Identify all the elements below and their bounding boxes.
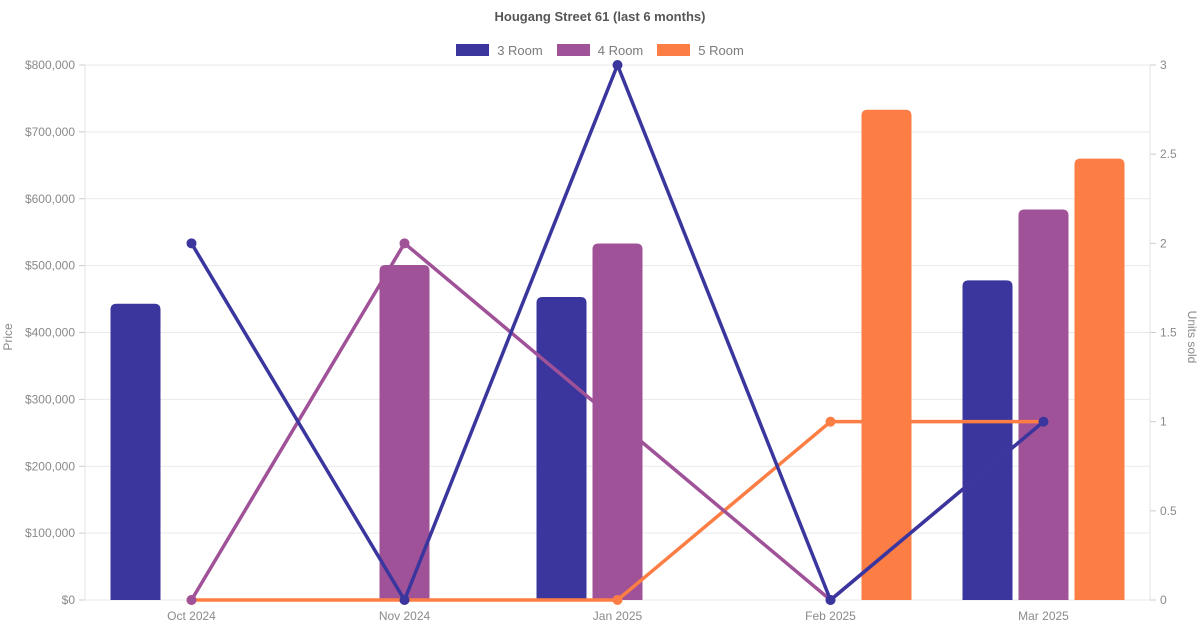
x-axis-label: Mar 2025: [1018, 609, 1069, 623]
y-right-tick-label: 0: [1160, 593, 1167, 607]
y-right-tick-label: 0.5: [1160, 504, 1177, 518]
point-4-room-jan-2025: [612, 416, 623, 427]
legend-swatch-4-room: [556, 44, 590, 56]
x-axis-label: Jan 2025: [593, 609, 643, 623]
y-axis-right-title: Units sold: [1185, 310, 1199, 364]
point-5-room-jan-2025: [612, 595, 623, 605]
legend-item-3-room[interactable]: 3 Room: [456, 43, 543, 58]
x-axis-label: Oct 2024: [167, 609, 216, 623]
point-3-room-jan-2025: [612, 60, 623, 70]
y-right-tick-label: 2.5: [1160, 147, 1177, 161]
y-axis-left-title: Price: [1, 323, 15, 351]
legend-item-4-room[interactable]: 4 Room: [556, 42, 644, 58]
y-left-tick-label: $300,000: [25, 392, 75, 406]
legend-swatch-3-room: [456, 44, 490, 56]
bar-3-room-oct-2024: [110, 303, 161, 600]
bar-5-room-feb-2025: [861, 109, 912, 601]
legend-item-5-room[interactable]: 5 Room: [657, 43, 744, 58]
point-3-room-oct-2024: [186, 238, 197, 249]
y-left-tick-label: $400,000: [25, 326, 75, 340]
legend-swatch-5-room: [657, 44, 691, 56]
y-left-tick-label: $0: [62, 593, 76, 607]
y-left-tick-label: $100,000: [25, 526, 75, 540]
point-4-room-nov-2024: [399, 238, 410, 249]
bar-4-room-mar-2025: [1018, 209, 1069, 600]
y-left-tick-label: $700,000: [25, 125, 75, 139]
y-right-tick-label: 2: [1160, 236, 1167, 250]
y-left-tick-label: $800,000: [25, 58, 75, 72]
legend-label-5-room: 5 Room: [698, 42, 744, 58]
point-3-room-feb-2025: [825, 595, 836, 605]
legend-label-4-room: 4 Room: [597, 42, 644, 58]
point-5-room-feb-2025: [825, 416, 836, 427]
bar-4-room-nov-2024: [379, 264, 430, 600]
chart-title: Hougang Street 61 (last 6 months): [494, 9, 706, 24]
bar-3-room-jan-2025: [536, 297, 587, 600]
y-left-tick-label: $500,000: [25, 259, 75, 273]
y-left-tick-label: $200,000: [25, 459, 75, 473]
point-4-room-oct-2024: [186, 595, 197, 605]
bar-3-room-mar-2025: [962, 280, 1013, 600]
chart-legend: 3 Room 4 Room 5 Room: [0, 41, 1200, 59]
y-right-tick-label: 1: [1160, 415, 1167, 429]
x-axis-label: Nov 2024: [379, 609, 431, 623]
bar-5-room-mar-2025: [1074, 158, 1125, 600]
y-right-tick-label: 1.5: [1160, 326, 1177, 340]
x-axis-label: Feb 2025: [805, 609, 856, 623]
point-3-room-nov-2024: [399, 595, 410, 605]
legend-label-3-room: 3 Room: [497, 42, 543, 58]
y-left-tick-label: $600,000: [25, 192, 75, 206]
point-3-room-mar-2025: [1038, 416, 1049, 427]
y-right-tick-label: 3: [1160, 58, 1167, 72]
